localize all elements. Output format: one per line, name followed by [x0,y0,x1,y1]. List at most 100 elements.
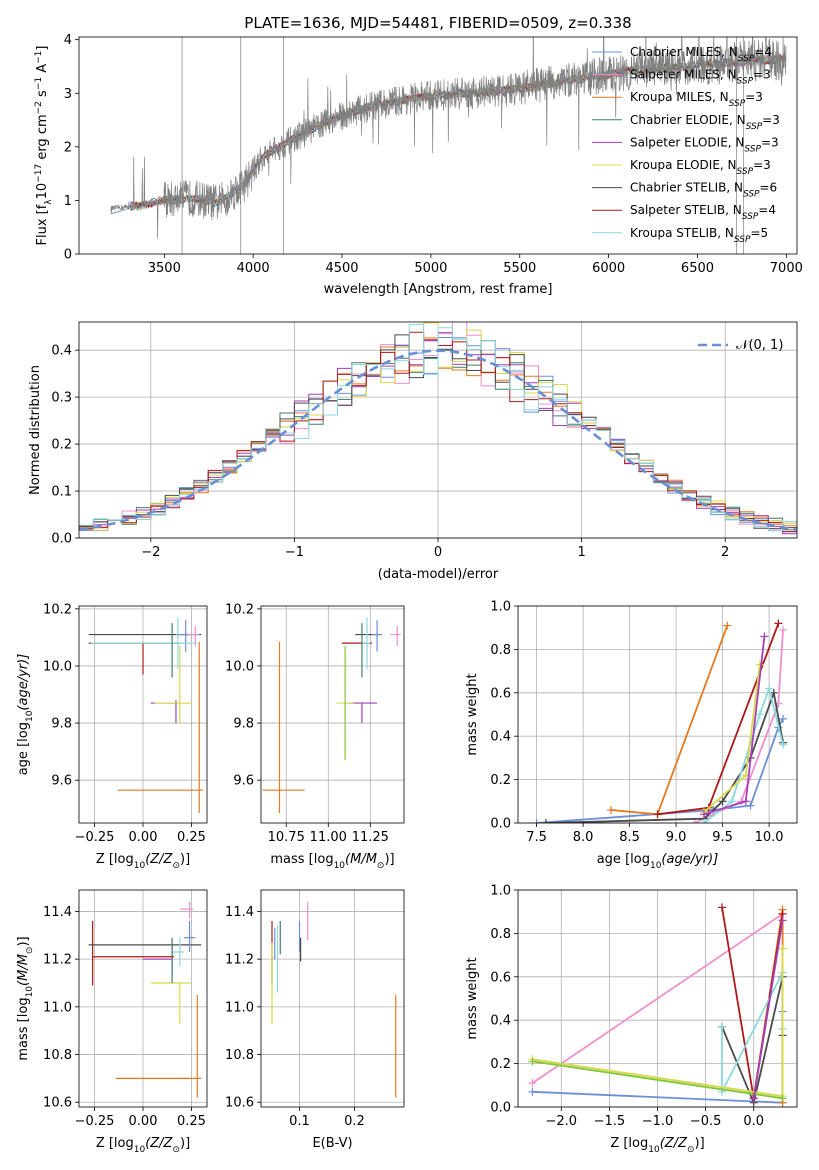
axes-frame [78,889,208,1108]
plot-area [88,901,202,1098]
label-part: 10 [25,986,35,998]
plot-area [532,619,788,823]
x-tick-label: 0 [434,545,442,560]
label-part: SSP [743,190,760,200]
label-part: =3 [762,113,780,127]
weight-line [721,976,784,1106]
label-part: λ [44,199,54,205]
x-tick-label: 9.5 [712,830,733,845]
label-part: SSP [738,54,755,64]
y-tick-label: 11.4 [225,905,254,920]
weight-line [545,689,784,823]
label-part: (Z/Z [145,852,173,867]
x-tick-label: −1 [285,545,304,560]
plot-area [528,903,787,1107]
label-part: SSP [737,77,754,87]
legend-label: Chabrier MILES, NSSP=4 [630,45,772,64]
label-part: 10 [134,1145,146,1155]
label-part: Salpeter MILES, N [630,68,737,82]
label-part: Kroupa STELIB, N [630,226,734,240]
y-tick-label: 0.3 [51,391,72,406]
y-tick-label: 0.6 [490,970,511,985]
y-axis-label: mass weight [465,957,480,1039]
x-tick-label: 4000 [237,261,270,276]
x-tick-label: 10.75 [268,830,305,845]
data-spectrum [110,37,787,239]
plot-area [271,901,397,1098]
label-part: )] [695,1136,705,1151]
label-part: Z [log [610,1136,648,1151]
label-part: mass [log [270,852,333,867]
label-part: =4 [754,45,772,59]
y-tick-label: 9.6 [51,774,72,789]
histogram-step [79,324,797,532]
label-part: SSP [742,212,759,222]
plot-area [262,617,401,814]
x-tick-label: −1.0 [642,1114,674,1129]
label-part: 10 [334,861,346,871]
x-tick-label: −0.25 [75,830,115,845]
label-part: age [log [16,722,31,775]
x-tick-label: 8.0 [573,830,594,845]
plot-area [88,617,204,814]
chart-ebv_mass: 0.1 0.2 10.6 10.8 11.0 11.2 11.4 E(B-V) [225,889,405,1151]
chart-age_weight: 7.5 8.0 8.5 9.0 9.5 10.0 0.0 0.2 0.4 0.6 0.8 1.0 age… [465,600,798,871]
x-tick-label: 4500 [325,261,358,276]
label-part: E(B-V) [312,1136,352,1151]
label-part: (Z/Z [660,1136,688,1151]
x-axis-label: mass [log10(M/M⊙)] [270,852,394,871]
y-tick-label: 10.0 [225,659,254,674]
x-tick-label: 0.25 [177,1114,206,1129]
plot-area [110,37,787,254]
figure-title: PLATE=1636, MJD=54481, FIBERID=0509, z=0… [244,14,631,32]
x-tick-label: −0.25 [75,1114,115,1129]
y-tick-label: 3 [64,87,72,102]
label-part: Chabrier MILES, N [630,45,738,59]
y-tick-label: 10.8 [43,1048,72,1063]
x-tick-label: 7.5 [526,830,547,845]
label-part: −1 [34,51,44,64]
label-part: (age/yr)] [16,654,31,711]
legend-label: Kroupa STELIB, NSSP=5 [630,226,768,245]
label-part: =6 [760,181,778,195]
grid [79,890,207,1107]
label-part: SSP [737,167,754,177]
label-part: =3 [761,135,779,149]
x-tick-label: 9.0 [666,830,687,845]
x-tick-label: 1 [577,545,585,560]
y-tick-label: 9.6 [233,774,254,789]
label-part: mass [log [16,997,31,1060]
y-tick-label: 0.1 [51,485,72,500]
y-axis-label: mass [log10(M/M⊙)] [16,936,35,1060]
y-tick-label: 0.2 [490,773,511,788]
label-part: Chabrier STELIB, N [630,181,743,195]
weight-line [531,913,784,1084]
x-axis-label: age [log10(age/yr)] [597,852,719,871]
y-tick-label: 11.0 [43,1000,72,1015]
x-tick-label: −1.5 [594,1114,626,1129]
label-part: =3 [745,90,763,104]
label-part: Z [log [96,1136,134,1151]
label-part: )] [180,1136,190,1151]
y-tick-label: 0.4 [490,730,511,745]
label-part: (M/M [16,954,31,986]
label-part: SSP [744,144,761,154]
legend-label: 𝒩(0, 1) [736,338,783,353]
label-part: SSP [729,99,746,109]
weight-line [721,907,784,1099]
y-tick-label: 0 [64,248,72,263]
legend-label: Kroupa MILES, NSSP=3 [630,90,763,109]
y-tick-label: 0.0 [51,532,72,547]
label-part: Salpeter ELODIE, N [630,135,744,149]
axes-frame [78,321,798,539]
x-tick-label: 0.00 [129,1114,158,1129]
x-tick-label: 7000 [770,261,803,276]
y-tick-label: 1.0 [490,600,511,615]
x-tick-label: 3500 [148,261,181,276]
legend-label: Salpeter STELIB, NSSP=4 [630,203,776,222]
label-part: 10 [35,183,50,200]
x-axis-label: Z [log10(Z/Z⊙)] [96,852,190,871]
x-tick-label: −2 [141,545,160,560]
y-tick-label: 1 [64,194,72,209]
